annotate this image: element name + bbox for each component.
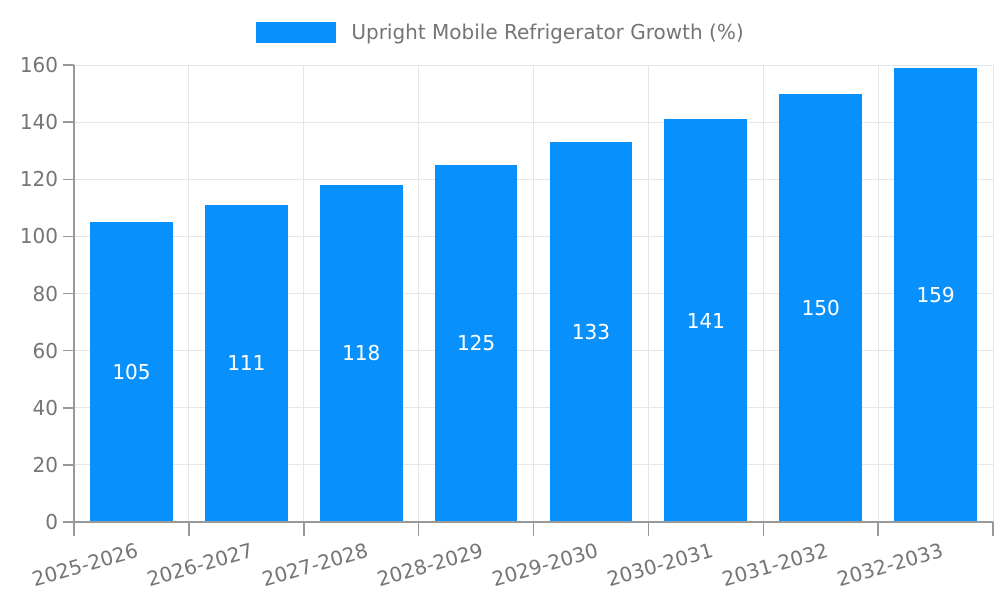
y-axis-tick: [63, 121, 74, 123]
x-axis-tick-label: 2028-2029: [374, 538, 486, 592]
x-axis-tick-label: 2027-2028: [259, 538, 371, 592]
x-axis-tick-label: 2025-2026: [29, 538, 142, 592]
x-axis-tick-label: 2031-2032: [718, 538, 831, 592]
v-gridline: [303, 65, 305, 522]
x-axis-tick: [992, 522, 994, 536]
legend-swatch-icon: [256, 21, 337, 43]
v-gridline: [992, 65, 994, 522]
x-axis-tick: [647, 522, 650, 536]
x-axis-tick: [762, 522, 764, 536]
y-axis-tick-label: 20: [32, 452, 58, 477]
y-axis-tick: [63, 178, 74, 180]
x-axis-tick: [532, 522, 535, 536]
v-gridline: [647, 65, 649, 522]
y-axis-tick-label: 120: [19, 167, 58, 192]
bar-value-label: 159: [916, 282, 955, 307]
y-axis-tick: [63, 292, 74, 295]
y-axis-tick-label: 80: [32, 281, 58, 306]
y-axis-tick-label: 100: [19, 224, 58, 249]
bar-value-label: 105: [112, 360, 151, 385]
y-axis-tick-label: 160: [19, 53, 58, 77]
y-axis-tick-label: 0: [45, 510, 58, 534]
y-axis-tick: [63, 235, 74, 238]
y-axis-tick: [63, 407, 74, 409]
x-axis-tick-label: 2029-2030: [489, 538, 601, 592]
plot-area: 105 111 118 125 133 141 150 159: [74, 64, 994, 522]
v-gridline: [418, 65, 420, 522]
legend-label: Upright Mobile Refrigerator Growth (%): [351, 20, 744, 44]
x-axis-tick-label: 2032-2033: [833, 538, 946, 592]
bar-value-label: 141: [686, 308, 725, 333]
v-gridline: [877, 65, 879, 522]
y-axis-tick-label: 60: [32, 338, 58, 363]
x-axis-tick: [877, 522, 879, 536]
bar-value-label: 125: [456, 331, 496, 356]
x-axis-tick: [188, 522, 190, 536]
x-axis-tick: [73, 522, 75, 536]
x-axis-line: [73, 521, 993, 523]
x-axis-tick-label: 2026-2027: [144, 538, 256, 592]
bar[interactable]: 118: [319, 184, 403, 522]
y-axis-tick: [63, 521, 74, 523]
bar[interactable]: 141: [664, 119, 748, 522]
legend[interactable]: Upright Mobile Refrigerator Growth (%): [0, 20, 1000, 44]
v-gridline: [188, 65, 190, 522]
bar[interactable]: 125: [434, 164, 518, 522]
bar-value-label: 133: [571, 320, 611, 345]
bar[interactable]: 111: [204, 204, 288, 522]
bar-value-label: 150: [801, 295, 840, 320]
v-gridline: [533, 65, 534, 522]
bar[interactable]: 133: [549, 142, 633, 522]
y-axis-tick: [63, 64, 74, 66]
bar-value-label: 111: [227, 351, 266, 376]
bar[interactable]: 105: [90, 222, 173, 522]
v-gridline: [762, 65, 764, 522]
x-axis-tick: [303, 522, 305, 536]
y-axis-tick: [63, 464, 74, 466]
x-axis-tick-label: 2030-2031: [604, 538, 716, 592]
y-axis-tick: [63, 349, 74, 352]
y-axis-tick-label: 40: [32, 395, 58, 420]
bar[interactable]: 150: [779, 93, 863, 522]
bar[interactable]: 159: [894, 67, 977, 522]
bar-value-label: 118: [342, 341, 381, 366]
x-axis-tick: [417, 522, 420, 536]
y-axis-tick-label: 140: [19, 110, 58, 135]
